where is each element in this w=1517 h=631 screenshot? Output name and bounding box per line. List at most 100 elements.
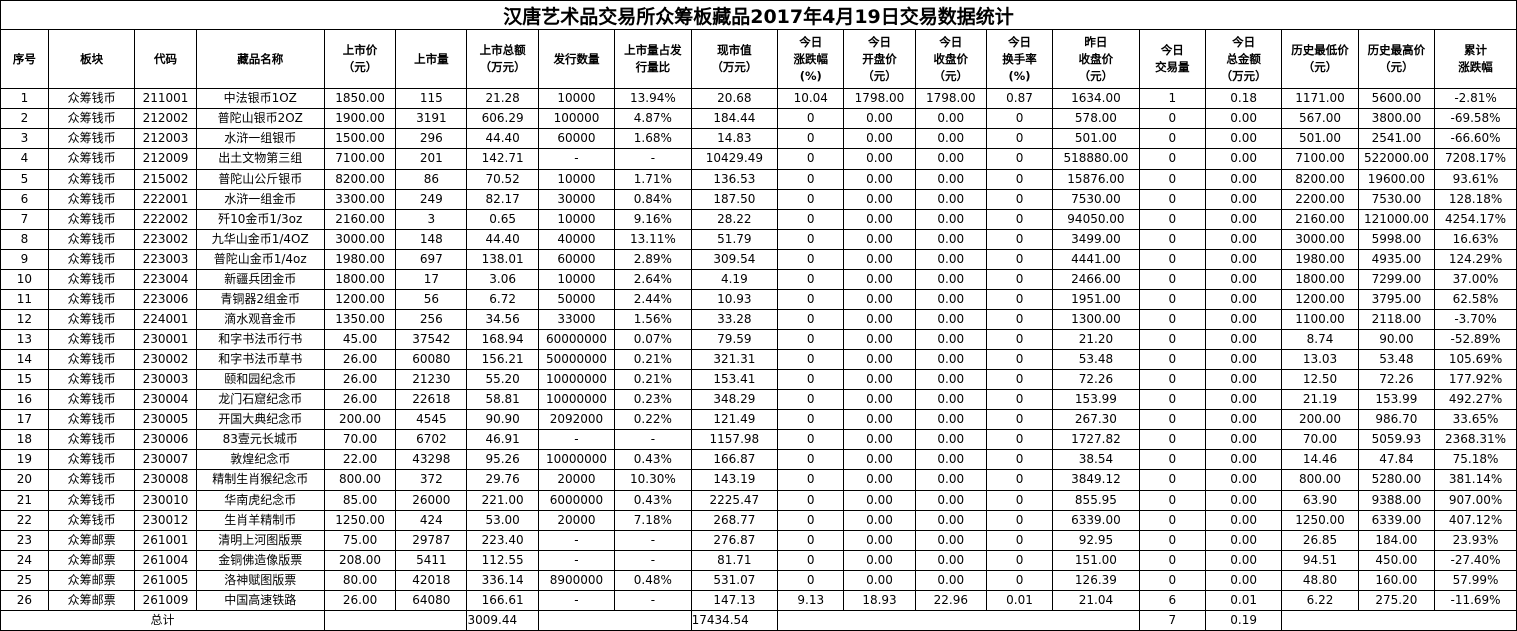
col-today-amount-cell: 0.00 [1204, 389, 1283, 411]
col-today-volume-cell: 0 [1138, 389, 1206, 411]
col-listing-qty-cell: 26000 [395, 489, 468, 511]
header-line: 涨跌幅 [793, 51, 828, 66]
col-today-volume-cell: 0 [1138, 128, 1206, 150]
col-today-amount-cell: 0.00 [1204, 308, 1283, 331]
col-cum-change-cell: -3.70% [1434, 308, 1517, 331]
col-cum-change-cell: 62.58% [1434, 288, 1517, 310]
col-turnover-cell: 0 [985, 128, 1054, 150]
col-cum-change-cell: 57.99% [1434, 569, 1517, 591]
col-index-cell: 19 [0, 449, 49, 471]
col-hist-low-cell: 8200.00 [1281, 168, 1359, 190]
col-today-change-cell: 0 [777, 369, 845, 391]
col-today-open-cell: 0.00 [843, 288, 916, 310]
col-hist-high-cell: 4935.00 [1357, 248, 1436, 270]
col-listing-qty-cell: 60080 [395, 349, 468, 371]
col-today-amount-cell: 0.00 [1204, 449, 1283, 471]
table-row: 24 众筹邮票 261004 金铜佛造像版票 208.00 5411 112.55- -81.… [0, 549, 1517, 571]
col-code-cell: 212003 [134, 128, 197, 150]
col-today-close-cell: 22.96 [914, 589, 987, 611]
col-board-cell: 众筹钱币 [47, 168, 136, 190]
col-today-change-cell: 0 [777, 409, 845, 431]
col-listing-price-cell: 22.00 [323, 449, 397, 471]
col-today-amount-cell: 0.00 [1204, 369, 1283, 391]
col-name-cell: 敦煌纪念币 [195, 449, 325, 471]
header-row: 序号 板块 代码 藏品名称 上市价 （元） 上市量 上市总额 （万元） 发行数量 上市量占发 行量比现… [0, 29, 1517, 90]
col-hist-low-cell: 13.03 [1281, 349, 1359, 371]
col-listing-total-cell: 221.00 [466, 489, 539, 511]
col-listing-price-cell: 7100.00 [323, 148, 397, 170]
col-prev-close-cell: 518880.00 [1052, 148, 1140, 170]
col-hist-low-cell: 1200.00 [1281, 288, 1359, 310]
header-line: (%) [1008, 68, 1031, 83]
header-line: （元） [1379, 60, 1414, 75]
col-today-close-cell: 0.00 [914, 188, 987, 210]
col-issue-qty-cell: 40000 [537, 228, 616, 250]
col-issue-qty-cell: - [537, 589, 616, 611]
col-turnover-cell: 0.87 [985, 88, 1054, 110]
col-prev-close-cell: 578.00 [1052, 108, 1140, 130]
col-issue-qty-cell: 10000000 [537, 369, 616, 391]
col-today-open-cell: 0.00 [843, 248, 916, 270]
header-line: 发行数量 [553, 51, 600, 66]
header-line: 涨跌幅 [1458, 60, 1493, 75]
col-today-change-cell: 0 [777, 349, 845, 371]
col-turnover-cell: 0 [985, 329, 1054, 351]
col-today-change-header: 今日 涨跌幅 (%) [777, 29, 845, 90]
header-line: （元） [342, 60, 378, 75]
col-turnover-cell: 0 [985, 308, 1054, 331]
col-listing-total-cell: 142.71 [466, 148, 539, 170]
col-listing-qty-cell: 17 [395, 268, 468, 290]
col-turnover-cell: 0 [985, 268, 1054, 290]
col-listing-qty-cell: 43298 [395, 449, 468, 471]
col-today-amount-cell: 0.00 [1204, 569, 1283, 591]
col-hist-high-cell: 522000.00 [1357, 148, 1436, 170]
col-today-change-cell: 9.13 [777, 589, 845, 611]
col-today-close-cell: 0.00 [914, 128, 987, 150]
col-prev-close-cell: 501.00 [1052, 128, 1140, 150]
col-today-close-cell: 0.00 [914, 108, 987, 130]
col-today-open-cell: 0.00 [843, 148, 916, 170]
col-today-volume-cell: 0 [1138, 208, 1206, 230]
col-listing-price-cell: 1900.00 [323, 108, 397, 130]
col-prev-close-cell: 3849.12 [1052, 469, 1140, 491]
col-today-change-cell: 0 [777, 509, 845, 531]
col-today-open-cell: 0.00 [843, 449, 916, 471]
col-listing-qty-cell: 56 [395, 288, 468, 310]
col-cum-change-cell: -11.69% [1434, 589, 1517, 611]
col-today-change-cell: 0 [777, 469, 845, 491]
col-name-cell: 龙门石窟纪念币 [195, 389, 325, 411]
col-cum-change-cell: 33.65% [1434, 409, 1517, 431]
col-today-open-cell: 0.00 [843, 208, 916, 230]
col-board-cell: 众筹钱币 [47, 308, 136, 331]
col-hist-low-cell: 63.90 [1281, 489, 1359, 511]
col-index-cell: 23 [0, 529, 49, 551]
col-issue-qty-cell: - [537, 429, 616, 451]
col-name-cell: 歼10金币1/3oz [195, 208, 325, 230]
col-listing-total-cell: 70.52 [466, 168, 539, 190]
col-listing-total-cell: 112.55 [466, 549, 539, 571]
col-today-change-cell: 0 [777, 228, 845, 250]
table-row: 19 众筹钱币 230007 敦煌纪念币 22.00 43298 95.26 10000000… [0, 449, 1517, 471]
col-today-change-cell: 0 [777, 108, 845, 130]
col-hist-low-cell: 6.22 [1281, 589, 1359, 611]
col-cum-change-cell: 124.29% [1434, 248, 1517, 270]
col-board-cell: 众筹钱币 [47, 188, 136, 210]
col-hist-high-cell: 153.99 [1357, 389, 1436, 411]
col-today-change-cell: 0 [777, 208, 845, 230]
col-today-amount-cell: 0.00 [1204, 168, 1283, 190]
col-turnover-cell: 0 [985, 108, 1054, 130]
col-today-change-cell: 0 [777, 308, 845, 331]
col-market-value-cell: 136.53 [690, 168, 779, 190]
col-today-amount-header: 今日 总金额 （万元） [1204, 29, 1283, 90]
col-today-amount-cell: 0.00 [1204, 469, 1283, 491]
col-today-open-cell: 18.93 [843, 589, 916, 611]
col-index-cell: 10 [0, 268, 49, 290]
total-amount: 0.19 [1204, 609, 1283, 631]
col-code-cell: 230003 [134, 369, 197, 391]
col-today-change-cell: 0 [777, 449, 845, 471]
col-listing-qty-cell: 372 [395, 469, 468, 491]
col-turnover-cell: 0 [985, 509, 1054, 531]
col-listing-qty-cell: 5411 [395, 549, 468, 571]
col-market-value-cell: 348.29 [690, 389, 779, 411]
col-board-cell: 众筹钱币 [47, 349, 136, 371]
